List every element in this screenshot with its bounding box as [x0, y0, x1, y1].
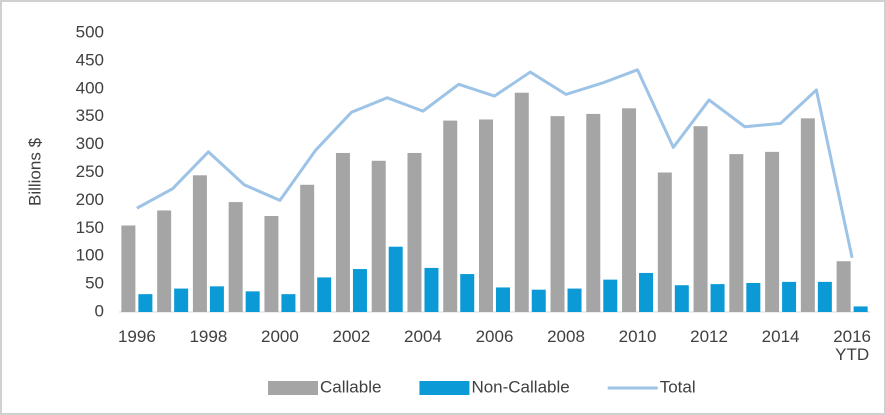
x-tick-label: 2002	[332, 327, 371, 346]
x-tick-label: 2000	[261, 327, 299, 346]
y-tick-label: 350	[76, 106, 104, 125]
bar	[782, 281, 797, 312]
legend-swatch	[268, 381, 318, 395]
bar	[479, 119, 493, 313]
bar	[817, 281, 832, 312]
bar	[853, 306, 868, 312]
bar	[121, 225, 136, 312]
y-tick-label: 100	[76, 246, 104, 265]
bar	[264, 216, 279, 312]
bar	[693, 126, 708, 312]
bar	[460, 274, 475, 312]
bar	[514, 92, 529, 313]
bar	[657, 172, 672, 312]
bar	[550, 116, 565, 312]
bar	[192, 175, 207, 312]
bar	[228, 202, 243, 312]
y-tick-label: 450	[76, 50, 104, 69]
y-axis-label: Billions $	[25, 137, 44, 206]
bar	[496, 287, 510, 312]
bar	[746, 282, 761, 312]
y-tick-label: 250	[76, 162, 104, 181]
x-tick-label: 1998	[189, 327, 228, 346]
bar	[407, 152, 422, 312]
bar	[639, 272, 654, 312]
bar	[586, 113, 601, 312]
x-tick-label: 2006	[475, 327, 514, 346]
y-tick-label: 300	[76, 134, 104, 153]
line	[136, 68, 854, 259]
y-tick-label: 150	[76, 218, 104, 237]
legend-label: Total	[660, 377, 696, 396]
bar	[371, 160, 386, 312]
bar	[138, 294, 153, 312]
legend-label: Callable	[320, 377, 381, 396]
y-tick-label: 200	[76, 190, 104, 209]
x-tick-label: 2014	[761, 327, 800, 346]
legend-swatch	[419, 381, 470, 395]
x-tick-label: 2004	[404, 327, 442, 346]
bar	[317, 277, 332, 312]
bar	[765, 151, 780, 312]
bar	[836, 261, 851, 312]
bar	[674, 285, 689, 312]
x-tick-label: 2010	[618, 327, 657, 346]
bar	[352, 269, 367, 312]
bar	[729, 154, 744, 312]
bar	[603, 279, 618, 312]
x-tick-label: 2008	[547, 327, 585, 346]
bar	[245, 291, 260, 312]
y-tick-label: 500	[76, 22, 104, 41]
y-tick-label: 50	[85, 274, 104, 293]
bar	[443, 120, 458, 312]
bar	[800, 118, 815, 313]
bar	[300, 184, 315, 312]
legend-label: Non-Callable	[471, 377, 569, 396]
y-tick-label: 400	[76, 78, 104, 97]
x-tick-label: 1996	[117, 327, 156, 346]
bar	[531, 289, 546, 312]
y-tick-label: 0	[95, 301, 104, 320]
bar	[388, 246, 403, 312]
bar	[710, 284, 725, 312]
bar	[424, 267, 439, 312]
bar	[622, 108, 637, 312]
bar	[567, 288, 582, 312]
bar	[281, 294, 296, 312]
bar	[335, 152, 350, 312]
bar	[174, 288, 189, 312]
bar	[157, 210, 172, 312]
x-tick-label: 2016 YTD	[833, 327, 872, 364]
bar	[209, 286, 224, 312]
x-tick-label: 2012	[690, 327, 728, 346]
